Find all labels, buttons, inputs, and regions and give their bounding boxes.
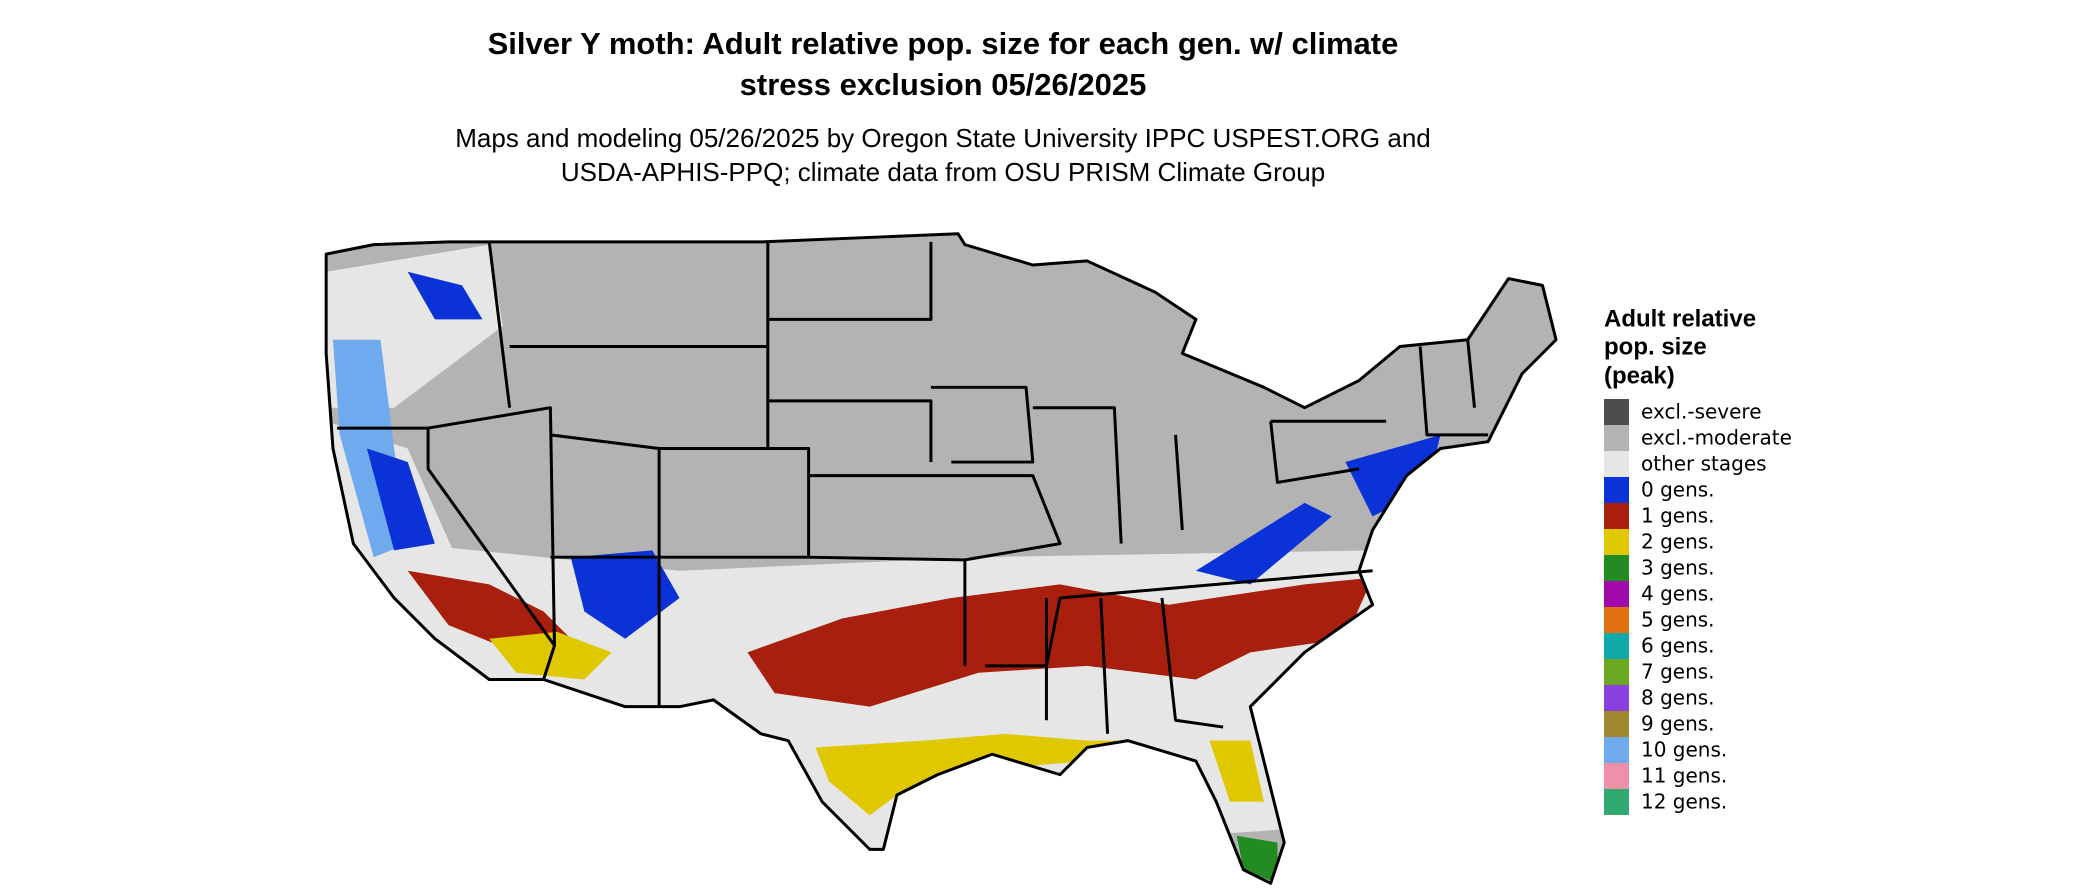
legend-swatch [1604,477,1629,503]
legend-label: 1 gens. [1641,504,1715,528]
subtitle-line: USDA-APHIS-PPQ; climate data from OSU PR… [561,157,1325,187]
legend-label: 9 gens. [1641,712,1715,736]
legend-title: pop. size [1604,333,1707,360]
legend: Adult relative pop. size (peak) excl.-se… [1604,305,1792,815]
legend-swatch [1604,685,1629,711]
legend-label: 8 gens. [1641,686,1715,710]
region [747,577,1373,707]
title-line: stress exclusion 05/26/2025 [740,67,1147,102]
legend-label: 12 gens. [1641,790,1727,814]
legend-swatch [1604,581,1629,607]
map [324,232,1558,885]
state-borders [337,241,1489,734]
map-fill [326,233,1557,884]
region [407,570,571,653]
legend-swatch [1604,607,1629,633]
legend-label: excl.-severe [1641,400,1762,424]
legend-label: excl.-moderate [1641,426,1792,450]
legend-swatch [1604,425,1629,451]
legend-swatch [1604,659,1629,685]
region [366,448,435,551]
subtitle-line: Maps and modeling 05/26/2025 by Oregon S… [455,123,1431,153]
legend-label: 11 gens. [1641,764,1727,788]
legend-label: 7 gens. [1641,660,1715,684]
legend-swatch [1604,529,1629,555]
region [1209,740,1264,802]
legend-swatch [1604,451,1629,477]
title-line: Silver Y moth: Adult relative pop. size … [488,26,1399,61]
legend-swatch [1604,503,1629,529]
legend-label: 5 gens. [1641,608,1715,632]
legend-title: Adult relative [1604,305,1756,332]
region [326,516,1495,884]
legend-label: other stages [1641,452,1767,476]
legend-swatch [1604,789,1629,815]
legend-swatch [1604,555,1629,581]
legend-label: 2 gens. [1641,530,1715,554]
legend-swatch [1604,399,1629,425]
legend-label: 3 gens. [1641,556,1715,580]
legend-swatch [1604,633,1629,659]
region [1195,502,1332,585]
legend-title: (peak) [1604,362,1675,389]
legend-label: 4 gens. [1641,582,1715,606]
legend-swatch [1604,737,1629,763]
legend-label: 0 gens. [1641,478,1715,502]
region [570,550,680,639]
region [407,271,483,320]
region [1236,835,1278,884]
legend-swatch [1604,711,1629,737]
legend-label: 6 gens. [1641,634,1715,658]
legend-label: 10 gens. [1641,738,1727,762]
region [1345,434,1441,517]
legend-swatch [1604,763,1629,789]
region [815,733,1128,816]
